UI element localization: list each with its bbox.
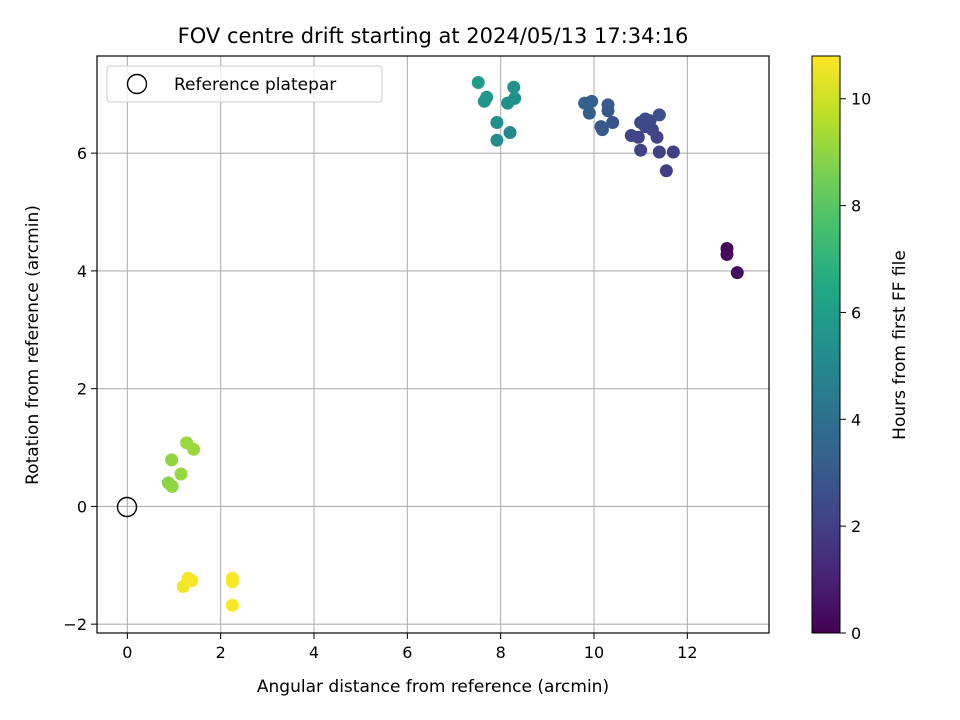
colorbar-gradient bbox=[811, 55, 841, 634]
data-point bbox=[165, 479, 179, 493]
data-point bbox=[634, 143, 648, 157]
colorbar-tick-label: 10 bbox=[851, 90, 871, 109]
x-tick-label: 8 bbox=[496, 643, 506, 662]
reference-platepar-marker bbox=[116, 496, 138, 518]
colorbar-tick-label: 8 bbox=[851, 197, 861, 216]
data-point bbox=[601, 98, 615, 112]
data-point bbox=[666, 145, 680, 159]
x-tick-label: 2 bbox=[216, 643, 226, 662]
y-axis-label: Rotation from reference (arcmin) bbox=[23, 205, 43, 485]
x-axis-label: Angular distance from reference (arcmin) bbox=[257, 677, 609, 697]
y-tick-label: 0 bbox=[77, 497, 87, 516]
legend: Reference platepar bbox=[106, 65, 383, 103]
data-point bbox=[165, 453, 179, 467]
colorbar-tick-label: 4 bbox=[851, 410, 861, 429]
data-point bbox=[508, 91, 522, 105]
data-point bbox=[638, 112, 652, 126]
chart-title: FOV centre drift starting at 2024/05/13 … bbox=[178, 24, 689, 48]
data-point bbox=[652, 108, 666, 122]
x-axis-ticks: 0 2 4 6 8 10 12 bbox=[122, 633, 698, 662]
data-point bbox=[174, 467, 188, 481]
x-tick-label: 0 bbox=[122, 643, 132, 662]
data-point bbox=[185, 574, 199, 588]
y-tick-label: 6 bbox=[77, 144, 87, 163]
colorbar-tick-label: 0 bbox=[851, 624, 861, 643]
data-point bbox=[720, 247, 734, 261]
x-tick-label: 6 bbox=[402, 643, 412, 662]
data-point bbox=[490, 133, 504, 147]
legend-entry-label: Reference platepar bbox=[174, 75, 336, 95]
scatter-points bbox=[161, 75, 744, 612]
data-point bbox=[507, 80, 521, 94]
y-axis-ticks: −2 0 2 4 6 bbox=[63, 144, 97, 634]
data-point bbox=[606, 116, 620, 130]
colorbar: 0 2 4 6 8 10 Hours from first FF file bbox=[811, 55, 910, 643]
legend-box bbox=[106, 65, 383, 103]
data-point bbox=[624, 128, 638, 142]
data-point bbox=[480, 90, 494, 104]
data-point bbox=[225, 575, 239, 589]
data-point bbox=[187, 442, 201, 456]
colorbar-tick-label: 6 bbox=[851, 303, 861, 322]
x-tick-label: 10 bbox=[584, 643, 604, 662]
data-point bbox=[471, 75, 485, 89]
y-tick-label: 4 bbox=[77, 262, 87, 281]
legend-reference-icon bbox=[126, 73, 148, 95]
data-point bbox=[659, 164, 673, 178]
data-point bbox=[503, 126, 517, 140]
data-point bbox=[578, 96, 592, 110]
x-tick-label: 12 bbox=[677, 643, 697, 662]
data-point bbox=[595, 123, 609, 137]
colorbar-tick-label: 2 bbox=[851, 517, 861, 536]
colorbar-ticks: 0 2 4 6 8 10 bbox=[840, 90, 871, 643]
x-tick-label: 4 bbox=[309, 643, 319, 662]
data-point bbox=[730, 266, 744, 280]
colorbar-label: Hours from first FF file bbox=[890, 250, 910, 440]
data-point bbox=[582, 106, 596, 120]
y-tick-label: 2 bbox=[77, 380, 87, 399]
data-point bbox=[490, 116, 504, 130]
grid-lines bbox=[97, 56, 769, 633]
data-point bbox=[225, 598, 239, 612]
plot-frame bbox=[96, 55, 770, 634]
y-tick-label: −2 bbox=[63, 615, 87, 634]
data-point bbox=[652, 145, 666, 159]
